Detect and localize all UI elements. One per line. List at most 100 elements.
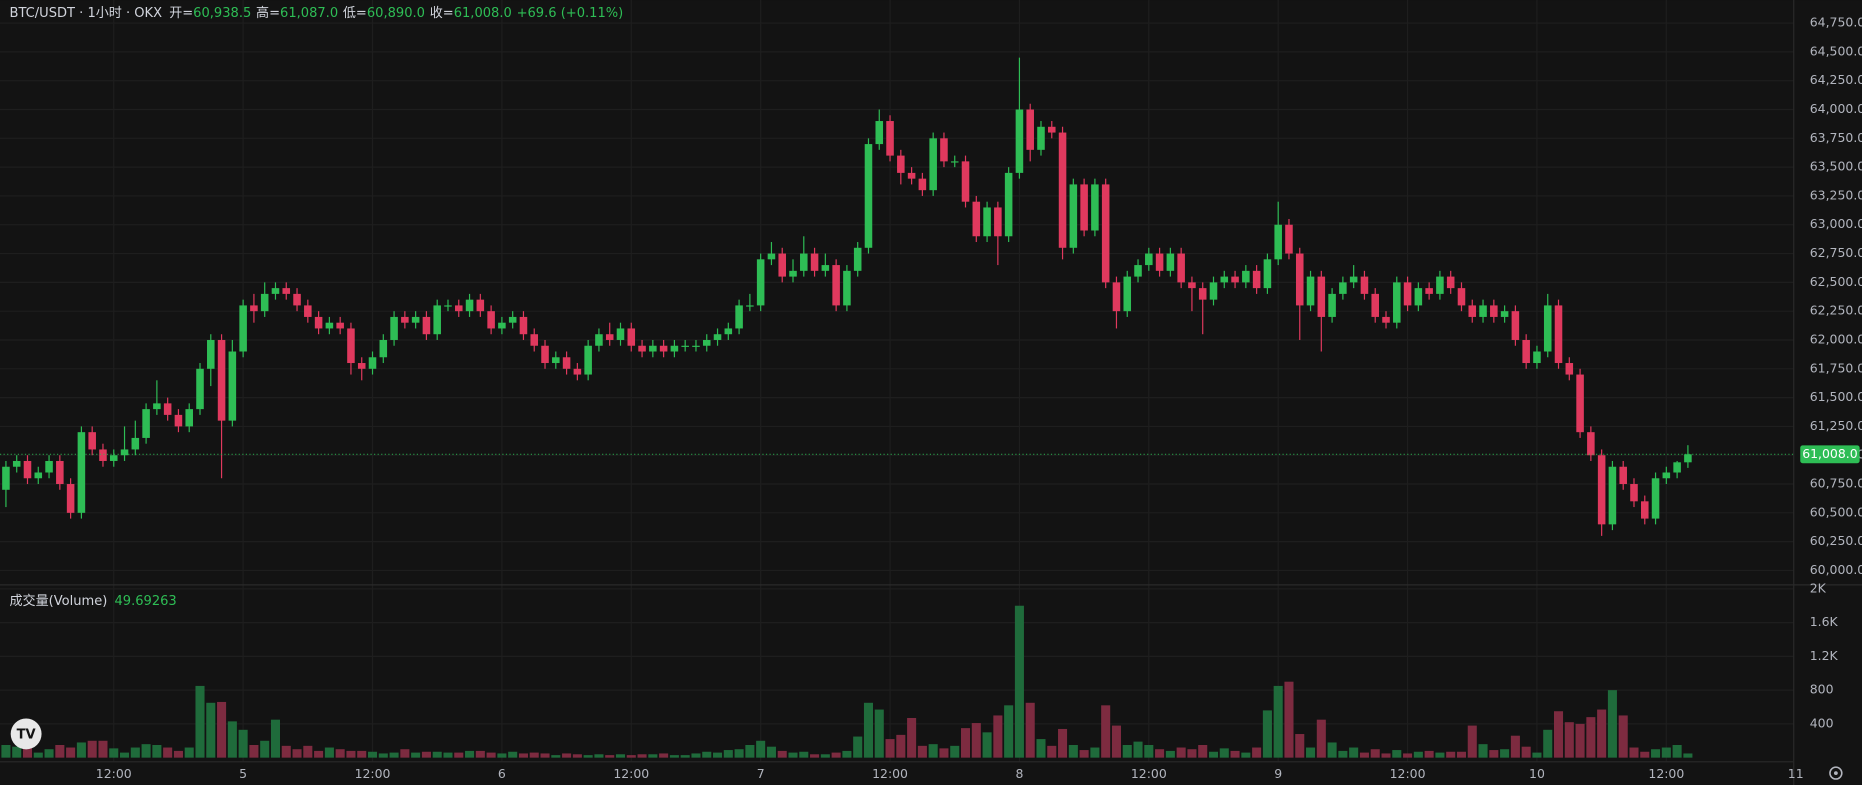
candle-body <box>1511 311 1520 340</box>
candle-body <box>1608 466 1617 525</box>
x-tick-label: 6 <box>498 766 506 781</box>
candle-body <box>1220 276 1229 283</box>
volume-bar <box>1047 745 1057 758</box>
volume-bar <box>55 744 65 758</box>
volume-bar <box>960 728 971 758</box>
tv-logo[interactable]: TV <box>10 718 42 750</box>
ohlc-label: 高= <box>256 5 280 21</box>
volume-bar <box>842 750 852 758</box>
candle-body <box>1285 224 1293 254</box>
candle-body <box>271 288 280 294</box>
y-tick-label: 60,250.0 <box>1810 533 1862 548</box>
candle-body <box>1619 466 1627 485</box>
candle-body <box>347 328 355 364</box>
candle-body <box>34 472 43 479</box>
candle-body <box>605 334 614 340</box>
volume-bar <box>1500 749 1510 758</box>
volume-bar <box>659 753 669 758</box>
volume-bar <box>1036 739 1046 758</box>
volume-bar <box>1597 709 1607 758</box>
candle-body <box>767 253 776 260</box>
candle-body <box>401 316 409 323</box>
ohlc-value: 61,008.0 <box>454 6 512 21</box>
candle-body <box>1349 276 1358 283</box>
candle-body <box>1101 184 1110 283</box>
volume-bar <box>572 754 582 758</box>
volume-bar <box>1618 715 1628 758</box>
candle-body <box>433 305 441 335</box>
candle-body <box>1015 109 1024 173</box>
volume-bar <box>497 753 507 758</box>
volume-bar <box>109 748 119 758</box>
candle-body <box>2 466 10 490</box>
volume-bar <box>1456 751 1467 758</box>
y-tick-label: 60,000.0 <box>1810 562 1862 577</box>
volume-bar <box>76 742 86 758</box>
volume-bar <box>1230 750 1240 758</box>
volume-bar <box>853 736 863 758</box>
candle-body <box>1004 172 1013 237</box>
volume-bar <box>799 751 809 758</box>
x-tick-label: 8 <box>1015 766 1023 781</box>
volume-bar <box>1672 744 1682 758</box>
volume-name: 成交量(Volume) <box>10 592 108 608</box>
candle-body <box>1543 305 1552 352</box>
y-tick-label: 63,250.0 <box>1810 187 1862 202</box>
candle-body <box>357 363 366 369</box>
volume-bar <box>1241 752 1251 758</box>
volume-bar <box>98 740 108 758</box>
volume-bar <box>1683 753 1693 758</box>
candle-body <box>1209 282 1218 300</box>
volume-bar <box>1575 723 1585 758</box>
volume-bar <box>1068 744 1078 758</box>
volume-value: 49.69263 <box>114 593 176 608</box>
y-tick-label: 61,250.0 <box>1810 418 1862 433</box>
candle-body <box>778 253 786 277</box>
volume-title: 成交量(Volume) 49.69263 <box>10 592 177 608</box>
volume-bar <box>756 740 766 758</box>
volume-bar <box>1133 741 1143 758</box>
candle-body <box>1533 351 1541 364</box>
x-tick-label: 12:00 <box>1648 766 1684 781</box>
candle-body <box>1479 305 1487 317</box>
y-tick-label: 62,000.0 <box>1810 331 1862 346</box>
y-tick-label: 63,000.0 <box>1810 216 1862 231</box>
volume-bar <box>1273 685 1283 758</box>
candle-body <box>1371 293 1379 317</box>
volume-bar <box>874 709 884 758</box>
volume-bar <box>1489 750 1499 758</box>
volume-tick-label: 1.2K <box>1810 648 1839 663</box>
candle-body <box>584 345 592 375</box>
x-tick-label: 9 <box>1274 766 1282 781</box>
volume-bar <box>217 701 227 758</box>
volume-tick-label: 400 <box>1810 715 1834 730</box>
volume-bar <box>1198 744 1208 758</box>
x-tick-label: 12:00 <box>355 766 391 781</box>
volume-bar <box>1607 690 1617 758</box>
candle-body <box>649 345 657 352</box>
volume-bar <box>1403 753 1413 758</box>
y-tick-label: 62,500.0 <box>1810 274 1862 289</box>
volume-bar <box>335 749 345 758</box>
volume-pane <box>1 605 1693 758</box>
candle-body <box>1306 276 1315 306</box>
candle-body <box>1630 484 1638 502</box>
settings-button[interactable] <box>1829 766 1843 780</box>
candle-body <box>1360 276 1369 294</box>
candle-body <box>1026 109 1034 150</box>
candle-body <box>1446 276 1455 289</box>
volume-bar <box>637 754 647 758</box>
y-tick-label: 64,500.0 <box>1810 43 1862 58</box>
candle-body <box>228 351 237 421</box>
candle-body <box>940 138 948 162</box>
volume-bar <box>475 750 485 758</box>
candle-body <box>163 403 172 415</box>
candle-body <box>411 316 420 323</box>
candle-body <box>250 305 258 312</box>
candle-body <box>1382 316 1390 323</box>
candle-body <box>1640 501 1649 519</box>
volume-bar <box>1392 750 1402 758</box>
volume-bar <box>907 717 917 758</box>
y-tick-label: 60,750.0 <box>1810 476 1862 491</box>
candle-body <box>390 316 398 340</box>
